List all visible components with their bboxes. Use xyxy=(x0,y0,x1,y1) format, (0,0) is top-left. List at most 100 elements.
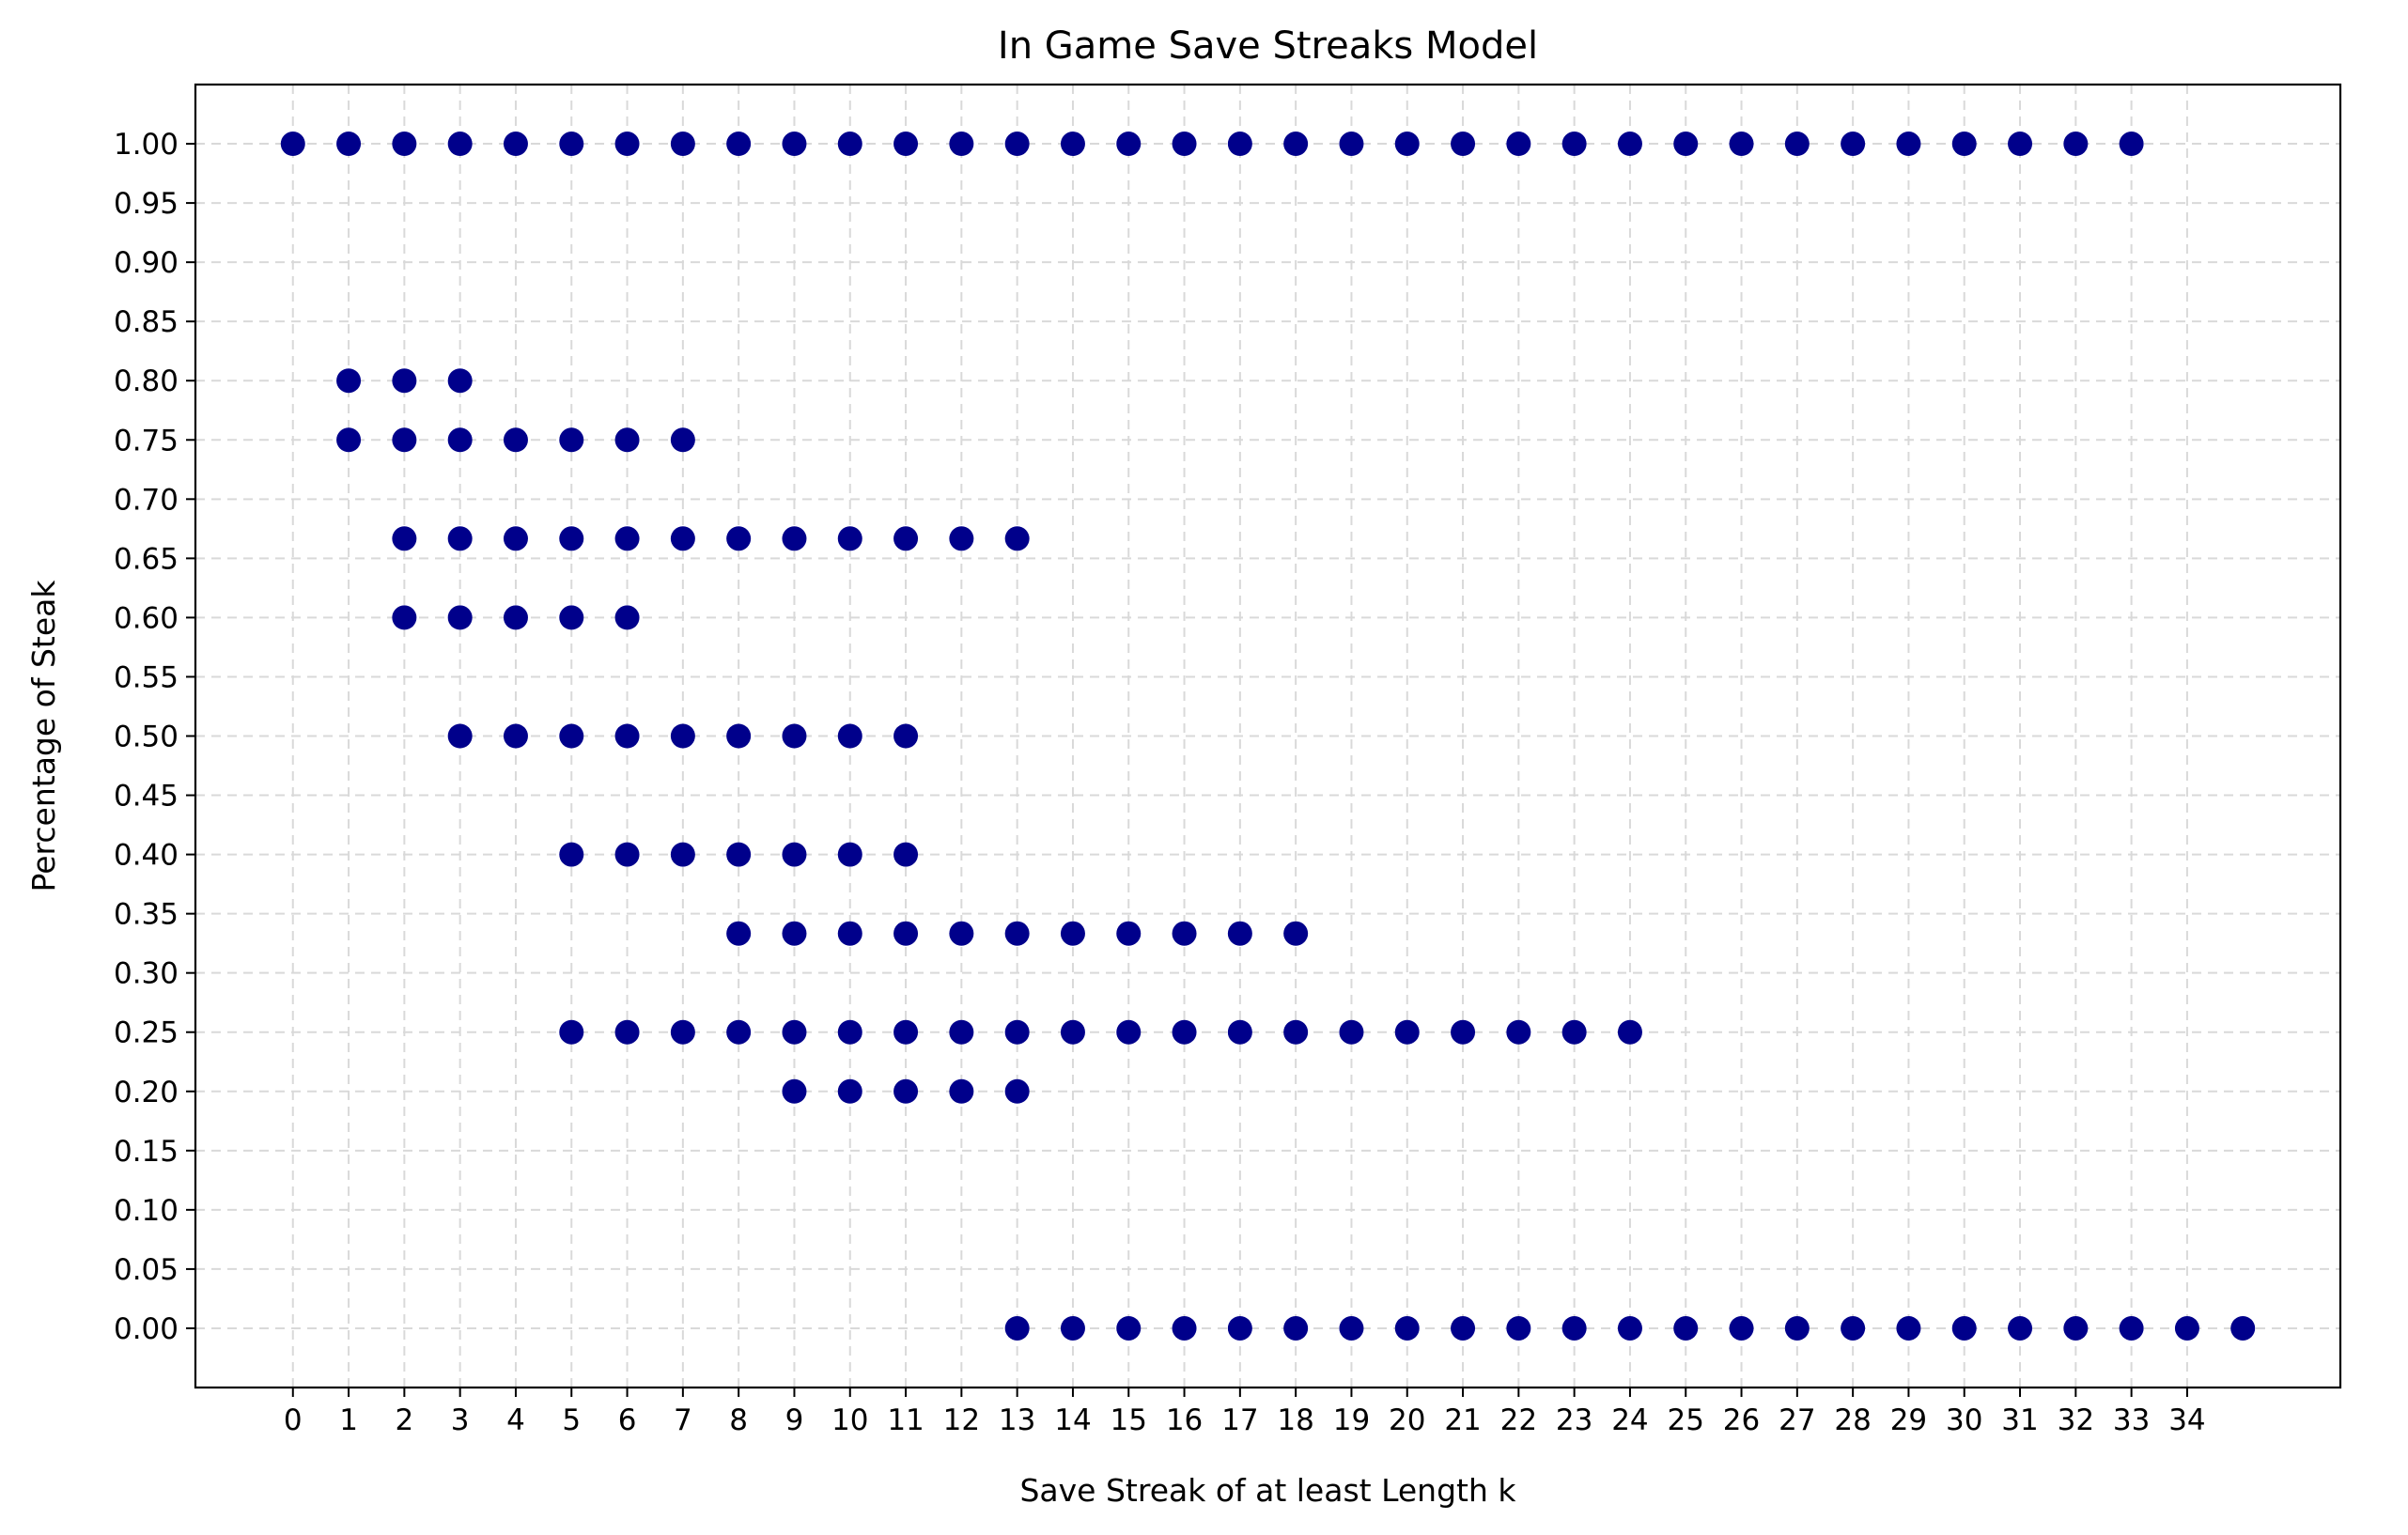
x-tick-label: 4 xyxy=(506,1403,525,1437)
data-point xyxy=(670,132,695,157)
data-point xyxy=(1116,1019,1142,1045)
data-point xyxy=(280,132,305,157)
data-point xyxy=(1451,132,1476,157)
data-point xyxy=(949,1078,974,1104)
data-point xyxy=(2174,1315,2199,1341)
data-point xyxy=(1841,132,1866,157)
data-point xyxy=(726,526,752,551)
data-point xyxy=(1227,921,1252,946)
data-point xyxy=(392,368,417,394)
data-point xyxy=(559,1019,584,1045)
data-point xyxy=(1004,921,1030,946)
data-point xyxy=(837,132,862,157)
x-tick-label: 21 xyxy=(1444,1403,1481,1437)
data-point xyxy=(392,132,417,157)
y-tick-label: 0.50 xyxy=(114,721,179,754)
y-tick-label: 0.05 xyxy=(114,1253,179,1287)
grid-layer xyxy=(195,85,2340,1388)
data-point xyxy=(1227,132,1252,157)
x-axis-label: Save Streak of at least Length k xyxy=(1019,1472,1516,1509)
data-point xyxy=(1283,1315,1309,1341)
data-point xyxy=(503,723,528,749)
y-tick-label: 0.15 xyxy=(114,1135,179,1169)
data-point xyxy=(893,1078,919,1104)
data-point xyxy=(447,427,473,453)
x-tick-label: 6 xyxy=(618,1403,637,1437)
data-point xyxy=(559,132,584,157)
data-point xyxy=(670,842,695,867)
y-tick-label: 0.95 xyxy=(114,187,179,221)
y-tick-label: 0.35 xyxy=(114,898,179,932)
data-point xyxy=(1116,1315,1142,1341)
data-point xyxy=(1394,1019,1420,1045)
x-tick-label: 9 xyxy=(785,1403,804,1437)
data-point xyxy=(2119,1315,2144,1341)
x-tick-label: 11 xyxy=(887,1403,924,1437)
data-point xyxy=(1451,1019,1476,1045)
y-tick-label: 0.45 xyxy=(114,780,179,814)
data-point xyxy=(893,1019,919,1045)
x-tick-label: 26 xyxy=(1723,1403,1760,1437)
data-point xyxy=(447,723,473,749)
data-point xyxy=(503,605,528,630)
data-point xyxy=(559,605,584,630)
x-tick-label: 30 xyxy=(1946,1403,1982,1437)
data-point xyxy=(614,526,640,551)
y-tick-label: 0.70 xyxy=(114,483,179,517)
y-tick-label: 1.00 xyxy=(114,128,179,162)
data-point xyxy=(2008,132,2033,157)
x-tick-label: 8 xyxy=(729,1403,748,1437)
data-point xyxy=(1561,132,1587,157)
data-point xyxy=(1116,132,1142,157)
data-point xyxy=(670,723,695,749)
data-point xyxy=(1227,1019,1252,1045)
y-tick-label: 0.55 xyxy=(114,660,179,694)
x-tick-label: 2 xyxy=(396,1403,414,1437)
x-tick-label: 19 xyxy=(1333,1403,1370,1437)
data-point xyxy=(2230,1315,2256,1341)
data-point xyxy=(949,921,974,946)
data-point xyxy=(1060,1315,1085,1341)
data-point xyxy=(782,1078,807,1104)
x-tick-label: 7 xyxy=(674,1403,692,1437)
data-point xyxy=(1561,1019,1587,1045)
y-tick-label: 0.65 xyxy=(114,542,179,576)
data-point xyxy=(1394,132,1420,157)
data-point xyxy=(670,1019,695,1045)
data-point xyxy=(1617,1019,1642,1045)
data-point xyxy=(2063,1315,2089,1341)
data-point xyxy=(614,427,640,453)
x-tick-label: 17 xyxy=(1221,1403,1258,1437)
data-point xyxy=(893,526,919,551)
data-point xyxy=(1394,1315,1420,1341)
x-tick-label: 1 xyxy=(339,1403,358,1437)
y-tick-label: 0.20 xyxy=(114,1076,179,1109)
data-point xyxy=(559,842,584,867)
data-point xyxy=(614,842,640,867)
data-point xyxy=(893,842,919,867)
x-tick-label: 20 xyxy=(1389,1403,1425,1437)
data-point xyxy=(1060,132,1085,157)
tick-layer: 0 1 2 3 4 5 6 7 8 9 10 11 12 13 14 15 16 17 18 19 20 21 22 23 24… xyxy=(114,128,2206,1437)
x-tick-label: 18 xyxy=(1277,1403,1313,1437)
data-point xyxy=(893,132,919,157)
data-point xyxy=(336,427,362,453)
data-point xyxy=(447,368,473,394)
data-point xyxy=(1004,1315,1030,1341)
x-tick-label: 31 xyxy=(2001,1403,2038,1437)
data-point xyxy=(1227,1315,1252,1341)
data-point xyxy=(614,723,640,749)
data-point xyxy=(1004,1078,1030,1104)
data-point xyxy=(1841,1315,1866,1341)
data-point xyxy=(782,723,807,749)
x-tick-label: 0 xyxy=(284,1403,303,1437)
data-point xyxy=(1339,1019,1364,1045)
y-tick-label: 0.75 xyxy=(114,424,179,457)
x-tick-label: 10 xyxy=(831,1403,868,1437)
data-point xyxy=(2008,1315,2033,1341)
data-point xyxy=(837,1019,862,1045)
x-tick-label: 12 xyxy=(943,1403,980,1437)
data-point xyxy=(1004,132,1030,157)
data-point xyxy=(1172,1019,1197,1045)
data-point xyxy=(392,526,417,551)
